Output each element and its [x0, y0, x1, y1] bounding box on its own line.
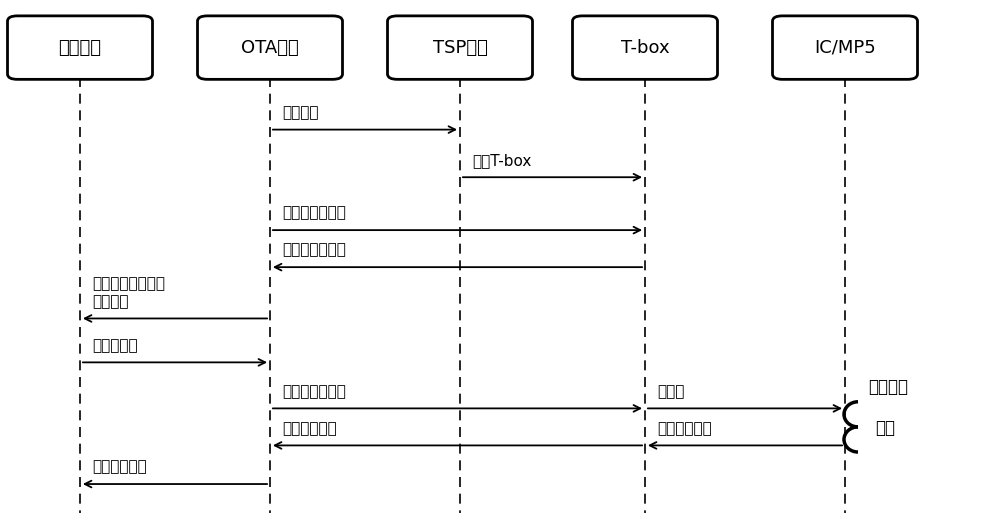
Text: 升级包: 升级包 [657, 384, 684, 399]
Text: 控制器软件: 控制器软件 [92, 338, 138, 353]
Text: T-box: T-box [621, 39, 669, 57]
FancyBboxPatch shape [8, 16, 152, 79]
Text: TSP平台: TSP平台 [433, 39, 487, 57]
Text: 差分压缩升级包: 差分压缩升级包 [282, 384, 346, 399]
Text: 控制器版本响应: 控制器版本响应 [282, 243, 346, 258]
Text: 信息系统: 信息系统 [58, 39, 102, 57]
Text: 升级结果反馈: 升级结果反馈 [657, 421, 712, 436]
Text: OTA平台: OTA平台 [241, 39, 299, 57]
Text: IC/MP5: IC/MP5 [814, 39, 876, 57]
Text: 升级请求: 升级请求 [282, 105, 318, 120]
Text: 升级结果反馈: 升级结果反馈 [282, 421, 337, 436]
Text: 升级结果反馈: 升级结果反馈 [92, 460, 147, 475]
FancyBboxPatch shape [388, 16, 532, 79]
FancyBboxPatch shape [198, 16, 342, 79]
FancyBboxPatch shape [572, 16, 718, 79]
Text: 升级: 升级 [875, 419, 895, 437]
FancyBboxPatch shape [772, 16, 918, 79]
Text: 控制器版本请求: 控制器版本请求 [282, 206, 346, 221]
Text: 唤醒T-box: 唤醒T-box [472, 153, 531, 168]
Text: 控制器软件版本，
软件申请: 控制器软件版本， 软件申请 [92, 277, 165, 309]
Text: 差分还原: 差分还原 [868, 378, 908, 396]
